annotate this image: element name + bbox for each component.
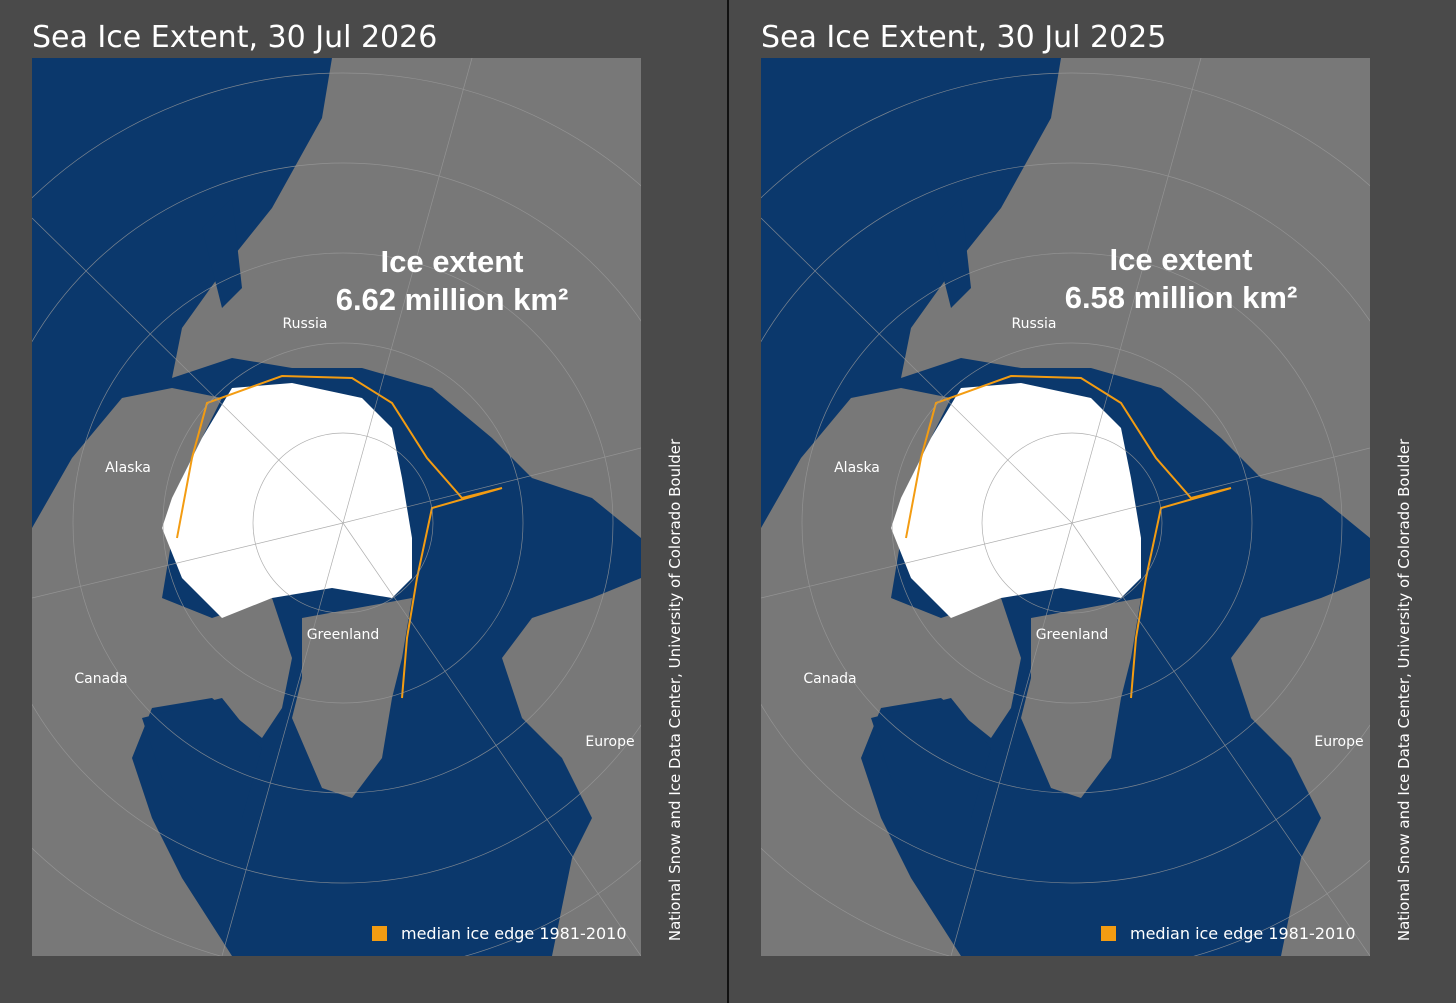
- place-label: Europe: [1314, 734, 1363, 750]
- legend-label: median ice edge 1981-2010: [401, 924, 627, 943]
- place-label: Russia: [1011, 316, 1056, 332]
- credit: National Snow and Ice Data Center, Unive…: [1395, 438, 1413, 941]
- sea-ice-map: [622, 58, 1456, 973]
- annotation-value: 6.58 million km²: [1065, 280, 1298, 315]
- annotation-label: Ice extent: [380, 244, 523, 279]
- place-label: Canada: [803, 671, 856, 687]
- panel-title: Sea Ice Extent, 30 Jul 2025: [761, 20, 1166, 55]
- place-label: Russia: [282, 316, 327, 332]
- credit: National Snow and Ice Data Center, Unive…: [666, 438, 684, 941]
- panel: Sea Ice Extent, 30 Jul 2025 Ice extent 6…: [622, 20, 1456, 973]
- place-label: Canada: [74, 671, 127, 687]
- legend-swatch: [372, 926, 387, 941]
- place-label: Europe: [585, 734, 634, 750]
- place-label: Greenland: [307, 627, 380, 643]
- panel: Sea Ice Extent, 30 Jul 2026 Ice extent 6…: [0, 20, 793, 973]
- panel-title: Sea Ice Extent, 30 Jul 2026: [32, 20, 437, 55]
- legend-label: median ice edge 1981-2010: [1130, 924, 1356, 943]
- place-label: Alaska: [834, 460, 880, 476]
- annotation-value: 6.62 million km²: [336, 282, 569, 317]
- place-label: Alaska: [105, 460, 151, 476]
- annotation-label: Ice extent: [1109, 242, 1252, 277]
- legend-swatch: [1101, 926, 1116, 941]
- place-label: Greenland: [1036, 627, 1109, 643]
